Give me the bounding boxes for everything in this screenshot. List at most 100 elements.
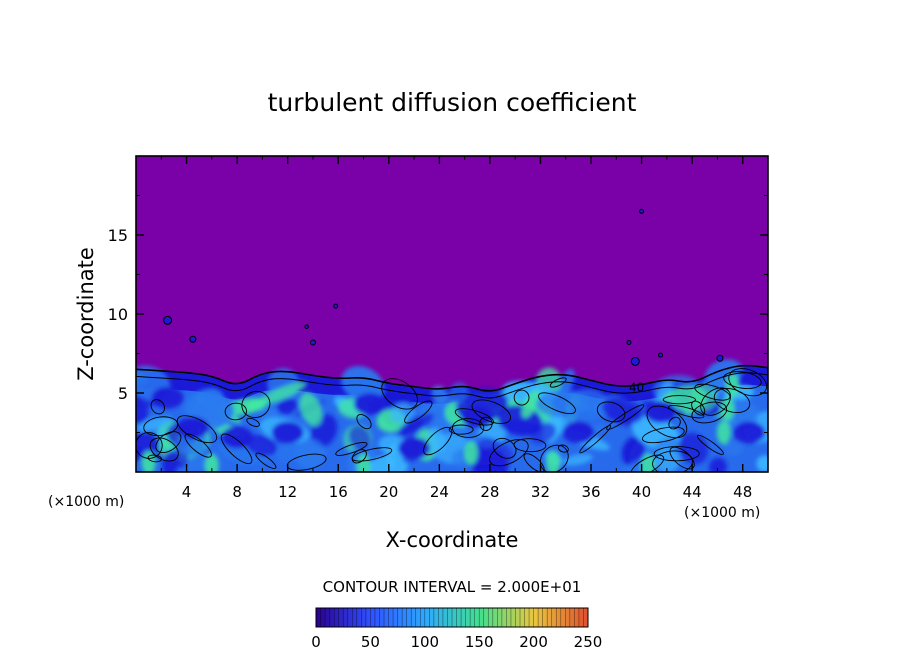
contour-line — [220, 433, 253, 465]
contour-line — [513, 389, 530, 406]
isolated-cell — [333, 303, 339, 309]
contour-line — [448, 424, 474, 435]
eddy-patch — [521, 389, 540, 419]
chart-title: turbulent diffusion coefficient — [268, 88, 637, 117]
x-units-right: (×1000 m) — [684, 505, 760, 521]
eddy-patch — [137, 416, 173, 432]
contour-line — [136, 432, 163, 459]
contour-line — [713, 387, 751, 414]
filament — [725, 373, 740, 398]
isolated-cell — [189, 335, 197, 343]
contour-line — [356, 413, 372, 430]
contour-line — [606, 404, 645, 431]
contour-line — [538, 392, 576, 415]
x-tick-label: 20 — [379, 483, 398, 501]
eddy-patch — [390, 402, 415, 424]
colorbar-tick-label: 50 — [361, 633, 380, 651]
contour-line — [523, 453, 545, 472]
contour-line — [669, 446, 695, 470]
plot-area — [136, 156, 768, 472]
contour-line — [136, 372, 768, 399]
isolated-cell — [626, 339, 632, 345]
y-tick-label: 15 — [108, 226, 128, 245]
colorbar-tick-label: 0 — [311, 633, 321, 651]
x-tick-label: 40 — [632, 483, 651, 501]
filament — [640, 453, 655, 472]
x-tick-label: 16 — [329, 483, 348, 501]
contour-line — [579, 425, 612, 454]
contour-line — [723, 371, 762, 390]
isolated-cell — [639, 208, 645, 214]
filament — [204, 453, 219, 472]
contour-line — [653, 446, 700, 462]
eddy-patch — [602, 396, 644, 424]
isolated-cell — [309, 339, 316, 346]
colorbar: 0 50 100 150 200 250 — [311, 607, 603, 651]
contour-interval: CONTOUR INTERVAL = 2.000E+01 — [323, 578, 582, 596]
x-tick-label: 36 — [581, 483, 600, 501]
contour-line — [700, 387, 731, 416]
contour-label: 40 — [629, 380, 644, 394]
colorbar-tick-label: 200 — [519, 633, 548, 651]
x-tick-label: 32 — [531, 483, 550, 501]
contour-line — [471, 399, 512, 424]
contour-line — [149, 437, 179, 462]
eddy-core — [353, 393, 386, 416]
contour-line — [246, 417, 260, 427]
contour-line — [241, 390, 271, 419]
eddy-patch — [562, 453, 593, 466]
isolated-cell — [658, 352, 664, 358]
x-tick-label: 28 — [480, 483, 499, 501]
contour-line — [492, 437, 517, 459]
contour-line — [662, 395, 696, 405]
y-tick-label: 10 — [108, 305, 128, 324]
colorbar-tick-label: 250 — [574, 633, 603, 651]
filament — [716, 420, 731, 445]
isolated-cell — [630, 356, 640, 366]
x-tick-label: 8 — [232, 483, 242, 501]
eddy-core — [644, 400, 677, 423]
contour-line — [557, 444, 569, 453]
contour-line — [335, 441, 368, 456]
contour-line — [539, 444, 569, 472]
contour-line — [696, 434, 724, 455]
x-units-left: (×1000 m) — [48, 494, 124, 510]
contour-line — [404, 400, 433, 424]
eddy-core — [221, 426, 254, 449]
contour-line — [451, 418, 485, 438]
contour-line — [668, 405, 705, 419]
eddy-patch — [397, 413, 434, 435]
contour-line — [176, 415, 218, 444]
contour-line — [423, 426, 453, 456]
x-tick-label: 12 — [278, 483, 297, 501]
eddy-core — [562, 421, 595, 444]
x-tick-label: 4 — [182, 483, 192, 501]
contour-line — [549, 377, 567, 388]
filament — [356, 453, 371, 472]
isolated-cell — [304, 324, 309, 329]
contour-line — [150, 399, 165, 415]
x-tick-label: 48 — [733, 483, 752, 501]
contour-line — [381, 378, 418, 410]
colorbar-stripes — [320, 608, 584, 627]
filament — [141, 450, 156, 472]
eddy-core — [398, 437, 431, 460]
eddy-patch — [621, 436, 646, 467]
contour-line — [489, 439, 529, 467]
contour-line — [694, 383, 731, 401]
eddy-patch — [427, 427, 446, 453]
eddy-patch — [299, 392, 323, 427]
eddy-patch — [245, 434, 277, 457]
contour-line — [224, 402, 247, 421]
contour-line — [691, 400, 706, 416]
contour-line — [351, 447, 393, 462]
contour-lines — [136, 364, 768, 472]
eddy-core — [271, 421, 304, 444]
isolated-cells — [163, 208, 724, 366]
eddy-patch — [276, 398, 299, 415]
eddy-core — [176, 416, 209, 439]
x-tick-label: 44 — [683, 483, 702, 501]
colorbar-tick-label: 100 — [410, 633, 439, 651]
